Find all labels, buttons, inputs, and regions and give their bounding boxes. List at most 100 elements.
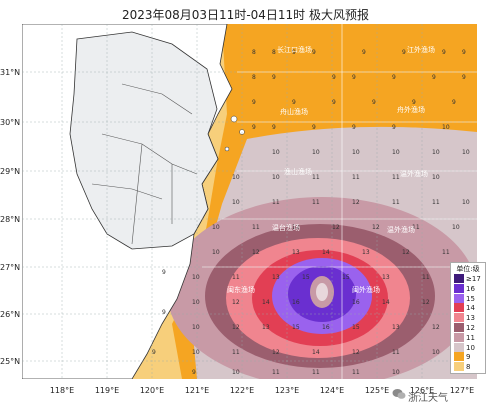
- legend-label: 14: [466, 304, 475, 313]
- fishing-area-label: 闽外渔场: [352, 285, 380, 294]
- svg-text:11: 11: [312, 199, 320, 206]
- svg-text:10: 10: [232, 174, 240, 181]
- svg-text:9: 9: [292, 99, 296, 106]
- fishing-area-label: 江外渔场: [407, 45, 435, 54]
- svg-text:12: 12: [252, 249, 260, 256]
- svg-text:10: 10: [312, 149, 320, 156]
- legend-label: 11: [466, 333, 475, 342]
- svg-text:10: 10: [272, 174, 280, 181]
- svg-text:12: 12: [432, 324, 440, 331]
- typhoon-eye-center: [316, 283, 328, 301]
- svg-text:15: 15: [352, 324, 360, 331]
- fishing-area-borders: [202, 24, 477, 379]
- svg-text:9: 9: [312, 124, 316, 131]
- legend-swatch: [454, 313, 464, 323]
- svg-text:15: 15: [302, 274, 310, 281]
- wind-values: 8 8 9 9 9 9 9 9 8 9 9 9 9 9 9 9 9 9 9 9 9 9 9 9 9 9 10 10 10 10 10…: [152, 49, 470, 376]
- svg-text:10: 10: [232, 199, 240, 206]
- svg-text:9: 9: [412, 99, 416, 106]
- svg-text:14: 14: [322, 249, 330, 256]
- svg-text:10: 10: [462, 149, 470, 156]
- svg-text:11: 11: [392, 349, 400, 356]
- svg-text:9: 9: [292, 49, 296, 56]
- svg-text:10: 10: [192, 274, 200, 281]
- svg-text:11: 11: [432, 199, 440, 206]
- svg-text:16: 16: [352, 299, 360, 306]
- fishing-area-label: 闽东渔场: [227, 285, 255, 294]
- map-title: 2023年08月03日11时-04日11时 极大风预报: [121, 8, 370, 22]
- svg-text:10: 10: [392, 369, 400, 376]
- fishing-area-label: 温外渔场: [387, 225, 415, 234]
- fishing-area-label: 温台渔场: [272, 223, 300, 232]
- svg-text:9: 9: [392, 124, 396, 131]
- svg-text:13: 13: [392, 324, 400, 331]
- svg-text:13: 13: [292, 249, 300, 256]
- wind-map-svg: 8 8 9 9 9 9 9 9 8 9 9 9 9 9 9 9 9 9 9 9 9 9 9 9 9 9 10 10 10 10 10…: [22, 24, 477, 379]
- svg-text:12: 12: [232, 299, 240, 306]
- svg-text:14: 14: [312, 349, 320, 356]
- svg-text:10: 10: [192, 324, 200, 331]
- svg-text:10: 10: [392, 149, 400, 156]
- lat-label-25: 25°N: [0, 357, 21, 366]
- svg-text:10: 10: [432, 174, 440, 181]
- svg-text:15: 15: [292, 324, 300, 331]
- svg-text:13: 13: [262, 324, 270, 331]
- svg-text:12: 12: [352, 349, 360, 356]
- svg-text:13: 13: [272, 274, 280, 281]
- svg-text:15: 15: [342, 274, 350, 281]
- svg-text:9: 9: [392, 74, 396, 81]
- svg-text:11: 11: [312, 369, 320, 376]
- fishing-area-label: 舟山渔场: [280, 107, 308, 116]
- lon-label-124: 124°E: [319, 386, 345, 395]
- svg-text:16: 16: [322, 324, 330, 331]
- legend-title: 单位:级: [456, 265, 480, 273]
- fishing-labels: 长江口渔场 江外渔场 舟山渔场 舟外渔场 渔山渔场 温外渔场 温台渔场 温外渔场…: [227, 45, 435, 294]
- lat-label-30: 30°N: [0, 118, 21, 127]
- legend-label: 16: [466, 284, 475, 293]
- legend-label: 15: [466, 294, 475, 303]
- lat-label-31: 31°N: [0, 68, 21, 77]
- legend-label: 12: [466, 324, 475, 332]
- svg-text:9: 9: [332, 74, 336, 81]
- legend-swatch: [454, 362, 464, 372]
- svg-text:11: 11: [252, 224, 260, 231]
- svg-text:12: 12: [232, 324, 240, 331]
- island: [230, 115, 238, 123]
- svg-text:9: 9: [402, 49, 406, 56]
- legend-swatch: [454, 283, 464, 293]
- legend-swatch: [454, 342, 464, 352]
- wechat-icon: [392, 389, 406, 399]
- fishing-area-label: 舟外渔场: [397, 105, 425, 114]
- lon-label-121: 121°E: [184, 386, 210, 395]
- svg-text:9: 9: [332, 99, 336, 106]
- lon-label-125: 125°E: [364, 386, 390, 395]
- legend-label: 10: [466, 343, 475, 352]
- svg-text:9: 9: [442, 49, 446, 56]
- svg-text:11: 11: [422, 274, 430, 281]
- svg-text:12: 12: [402, 249, 410, 256]
- svg-text:9: 9: [432, 74, 436, 81]
- legend-swatch: [454, 352, 464, 362]
- svg-text:10: 10: [272, 149, 280, 156]
- legend-swatch: [454, 323, 464, 332]
- lon-label-123: 123°E: [274, 386, 300, 395]
- svg-text:12: 12: [372, 224, 380, 231]
- lon-label-118: 118°E: [49, 386, 75, 395]
- svg-text:9: 9: [192, 369, 196, 376]
- svg-text:14: 14: [382, 299, 390, 306]
- svg-text:9: 9: [152, 349, 156, 356]
- svg-text:10: 10: [192, 349, 200, 356]
- svg-text:9: 9: [162, 269, 166, 276]
- graticule: [22, 24, 477, 379]
- svg-text:12: 12: [352, 199, 360, 206]
- fishing-area-label: 温外渔场: [400, 169, 428, 178]
- svg-text:9: 9: [252, 124, 256, 131]
- legend-swatch: [454, 293, 464, 303]
- lon-label-126: 126°E: [409, 386, 435, 395]
- wind-map: 8 8 9 9 9 9 9 9 8 9 9 9 9 9 9 9 9 9 9 9 9 9 9 9 9 9 10 10 10 10 10…: [22, 24, 477, 379]
- lat-label-29: 29°N: [0, 167, 21, 176]
- svg-text:9: 9: [162, 309, 166, 316]
- svg-text:10: 10: [442, 124, 450, 131]
- svg-text:9: 9: [462, 49, 466, 56]
- svg-text:12: 12: [332, 224, 340, 231]
